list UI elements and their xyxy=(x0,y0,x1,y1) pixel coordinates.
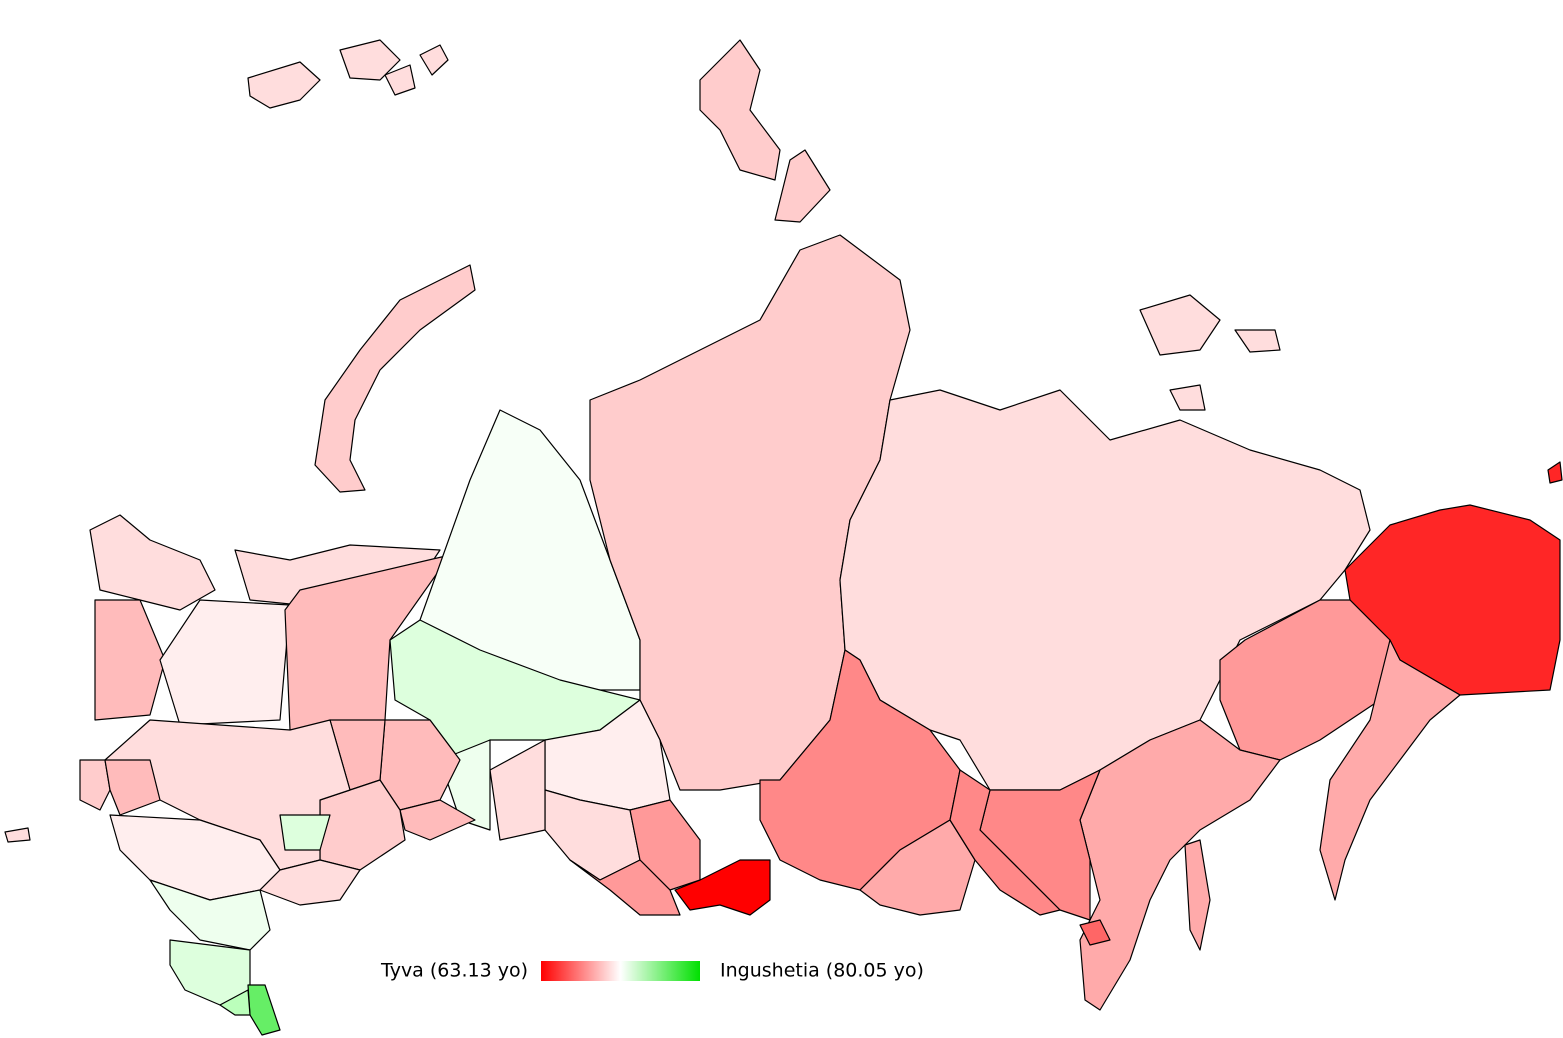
region xyxy=(699,39,781,181)
region xyxy=(104,759,161,816)
region xyxy=(674,859,771,916)
region xyxy=(1234,329,1281,353)
region xyxy=(1184,839,1211,951)
region xyxy=(1319,639,1461,901)
region xyxy=(94,599,166,721)
region xyxy=(384,64,416,96)
region xyxy=(79,759,111,811)
region xyxy=(4,827,31,843)
region xyxy=(569,859,681,916)
region xyxy=(247,984,281,1036)
region xyxy=(339,39,401,81)
region xyxy=(399,799,476,841)
region xyxy=(774,149,831,223)
region xyxy=(219,989,251,1016)
region xyxy=(1079,719,1281,1011)
region xyxy=(247,61,321,109)
region xyxy=(1079,919,1111,946)
region xyxy=(149,879,271,951)
region xyxy=(1169,384,1206,411)
region xyxy=(89,514,216,611)
region xyxy=(859,819,976,916)
legend: Tyva (63.13 yo) Ingushetia (80.05 yo) xyxy=(380,960,924,982)
region xyxy=(1139,294,1221,356)
regions xyxy=(4,39,1563,1036)
region xyxy=(159,599,291,726)
region xyxy=(419,44,449,76)
legend-gradient xyxy=(541,961,700,981)
region xyxy=(489,739,546,841)
legend-max-label: Ingushetia (80.05 yo) xyxy=(720,960,924,982)
region xyxy=(949,769,1061,916)
region xyxy=(1547,461,1563,484)
legend-min-label: Tyva (63.13 yo) xyxy=(380,960,528,982)
region xyxy=(314,264,476,493)
region xyxy=(279,814,331,851)
